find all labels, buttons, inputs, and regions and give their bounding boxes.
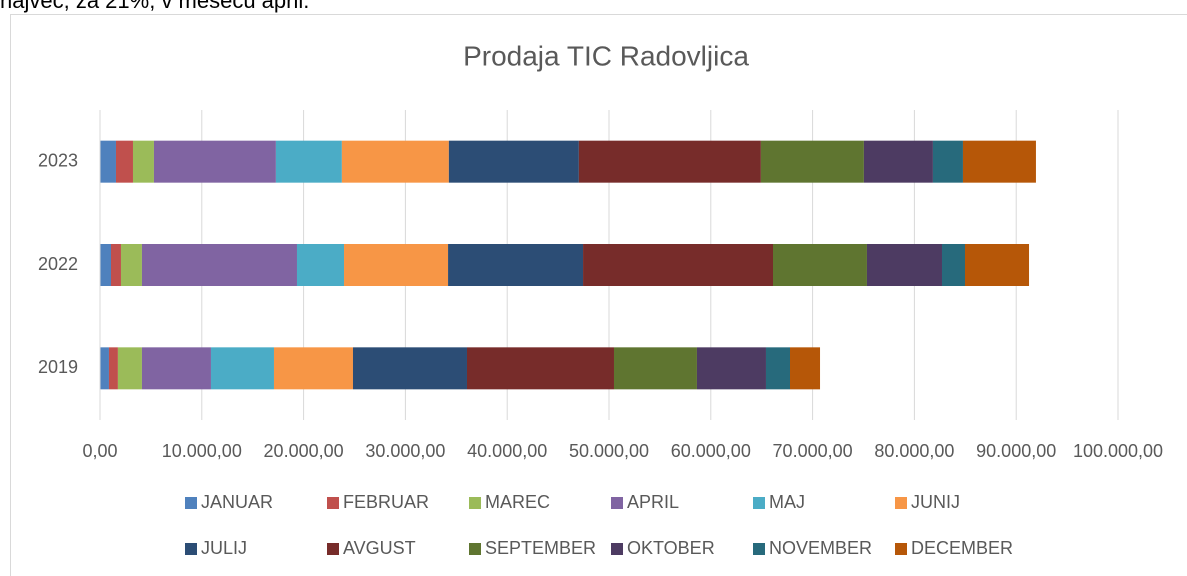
x-tick-label: 0,00 — [82, 441, 117, 461]
text-above: največ, za 21%, v mesecu april. — [0, 0, 309, 13]
bar-segment — [341, 140, 449, 183]
bar-segment — [760, 140, 864, 183]
bar-segment — [108, 347, 118, 390]
bar-segment — [296, 244, 345, 286]
bar-segment — [153, 140, 276, 183]
legend-label: NOVEMBER — [769, 538, 872, 558]
bar-segment — [115, 140, 133, 183]
legend-swatch — [469, 497, 481, 509]
x-tick-label: 100.000,00 — [1073, 441, 1163, 461]
legend-swatch — [327, 543, 339, 555]
y-tick-label: 2023 — [38, 150, 78, 170]
bar-segment — [141, 244, 297, 286]
bar-segment — [863, 140, 933, 183]
x-tick-label: 20.000,00 — [264, 441, 344, 461]
bar-segment — [100, 347, 109, 390]
bar-segment — [772, 244, 867, 286]
bar-segment — [765, 347, 791, 390]
bar-segment — [100, 244, 111, 286]
bar-segment — [941, 244, 965, 286]
chart-frame — [10, 14, 1187, 576]
legend-swatch — [753, 497, 765, 509]
x-tick-label: 90.000,00 — [976, 441, 1056, 461]
legend-swatch — [753, 543, 765, 555]
bar-segment — [578, 140, 761, 183]
legend-swatch — [327, 497, 339, 509]
legend-label: DECEMBER — [911, 538, 1013, 558]
x-tick-label: 50.000,00 — [569, 441, 649, 461]
bar-segment — [100, 140, 116, 183]
bar-segment — [120, 244, 142, 286]
legend-swatch — [185, 543, 197, 555]
y-tick-label: 2019 — [38, 357, 78, 377]
bar-segment — [964, 244, 1030, 286]
chart-title: Prodaja TIC Radovljica — [463, 40, 749, 71]
y-tick-label: 2022 — [38, 254, 78, 274]
legend-swatch — [611, 497, 623, 509]
bar-segment — [273, 347, 353, 390]
bar-segment — [141, 347, 211, 390]
legend-swatch — [469, 543, 481, 555]
bar-segment — [132, 140, 154, 183]
bar-segment — [866, 244, 942, 286]
bar-segment — [932, 140, 963, 183]
bar-segment — [448, 140, 579, 183]
bar-segment — [110, 244, 121, 286]
legend-label: FEBRUAR — [343, 492, 429, 512]
bar-segment — [583, 244, 773, 286]
legend-label: SEPTEMBER — [485, 538, 596, 558]
x-tick-label: 70.000,00 — [773, 441, 853, 461]
legend-label: MAJ — [769, 492, 805, 512]
bar-segment — [466, 347, 614, 390]
bar-segment — [210, 347, 274, 390]
legend-label: JANUAR — [201, 492, 273, 512]
bar-segment — [613, 347, 697, 390]
legend-label: OKTOBER — [627, 538, 715, 558]
legend-label: JULIJ — [201, 538, 247, 558]
legend-label: JUNIJ — [911, 492, 960, 512]
x-tick-label: 10.000,00 — [162, 441, 242, 461]
bar-segment — [275, 140, 342, 183]
bar-segment — [352, 347, 467, 390]
bar-segment — [790, 347, 821, 390]
bar-segment — [962, 140, 1036, 183]
x-tick-label: 80.000,00 — [874, 441, 954, 461]
legend-label: AVGUST — [343, 538, 416, 558]
legend-label: MAREC — [485, 492, 550, 512]
legend-swatch — [895, 543, 907, 555]
bar-segment — [344, 244, 449, 286]
x-tick-label: 30.000,00 — [365, 441, 445, 461]
x-tick-label: 40.000,00 — [467, 441, 547, 461]
bar-segment — [117, 347, 142, 390]
x-tick-label: 60.000,00 — [671, 441, 751, 461]
legend-swatch — [895, 497, 907, 509]
bar-segment — [448, 244, 584, 286]
bar-segment — [696, 347, 766, 390]
legend-swatch — [185, 497, 197, 509]
legend-label: APRIL — [627, 492, 679, 512]
legend-swatch — [611, 543, 623, 555]
